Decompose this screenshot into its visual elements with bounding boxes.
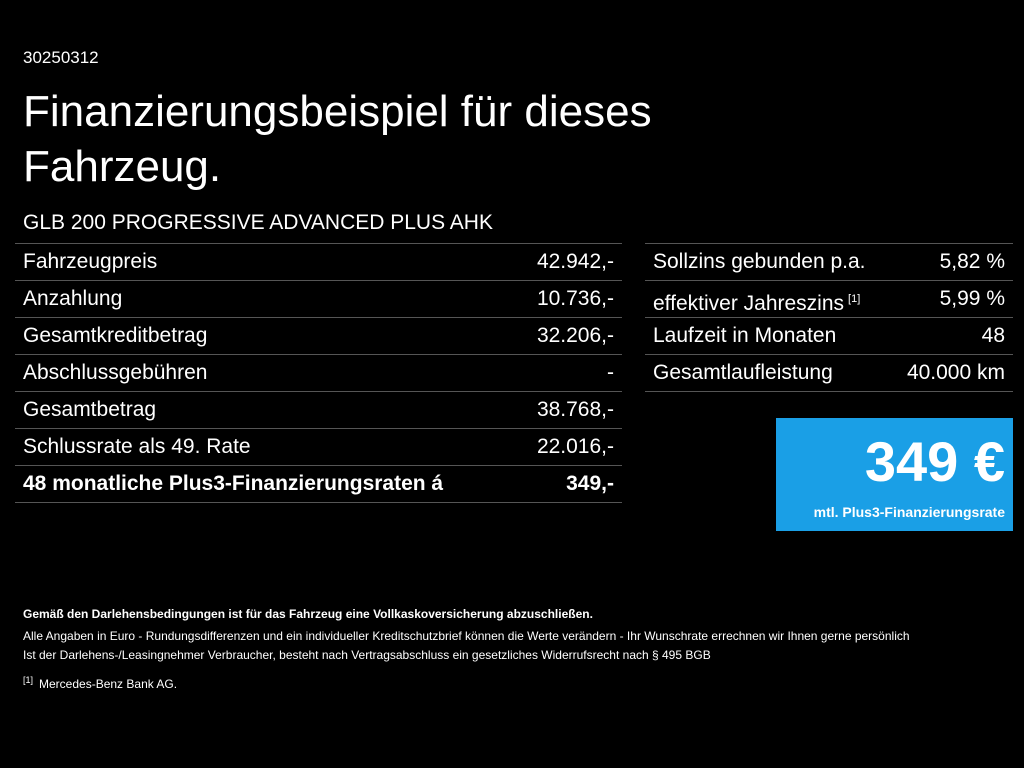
code: 30250312 xyxy=(23,48,99,67)
table-row: Laufzeit in Monaten 48 xyxy=(645,317,1013,354)
label-text: Gesamtlaufleistung xyxy=(653,361,833,384)
rate-amount: 349 € xyxy=(864,430,1005,493)
row-value: - xyxy=(607,361,614,384)
row-value: 48 xyxy=(981,324,1005,347)
label-text: Sollzins gebunden p.a. xyxy=(653,250,866,273)
footnote: [1] Mercedes-Benz Bank AG. xyxy=(23,671,910,694)
row-label: Gesamtkreditbetrag xyxy=(23,318,207,354)
row-value: 38.768,- xyxy=(536,398,614,421)
row-value: 32.206,- xyxy=(536,324,614,347)
left-table: Fahrzeugpreis 42.942,- Anzahlung 10.736,- Ge… xyxy=(15,243,622,503)
label-text: effektiver Jahreszins xyxy=(653,292,845,315)
table-row: effektiver Jahreszins [1] 5,99 % xyxy=(645,280,1013,317)
footer-line: Ist der Darlehens-/Leasingnehmer Verbrau… xyxy=(23,648,711,662)
row-label: Anzahlung xyxy=(23,281,122,317)
footer-line: Alle Angaben in Euro - Rundungsdifferenz… xyxy=(23,629,910,643)
table-row: Schlussrate als 49. Rate 22.016,- xyxy=(15,428,622,465)
row-label: 48 monatliche Plus3-Finanzierungsraten á xyxy=(23,466,443,502)
label-text: Schlussrate als 49. Rate xyxy=(23,435,251,458)
label-text: Fahrzeugpreis xyxy=(23,250,158,273)
row-label: Abschlussgebühren xyxy=(23,355,207,391)
row-value: 5,99 % xyxy=(939,287,1005,310)
footnote-text: Mercedes-Benz Bank AG. xyxy=(39,677,178,691)
label-text: Abschlussgebühren xyxy=(23,361,208,384)
row-label: Schlussrate als 49. Rate xyxy=(23,429,251,465)
table-row: Fahrzeugpreis 42.942,- xyxy=(15,243,622,280)
footer-bold: Gemäß den Darlehensbedingungen ist für d… xyxy=(23,607,593,621)
row-value: 10.736,- xyxy=(536,287,614,310)
row-value: 40.000 km xyxy=(906,361,1005,384)
row-label: Fahrzeugpreis xyxy=(23,244,157,280)
table-row: Abschlussgebühren - xyxy=(15,354,622,391)
table-row: 48 monatliche Plus3-Finanzierungsraten á… xyxy=(15,465,622,503)
label-text: Gesamtbetrag xyxy=(23,398,157,421)
table-row: Sollzins gebunden p.a. 5,82 % xyxy=(645,243,1013,280)
footer: Gemäß den Darlehensbedingungen ist für d… xyxy=(23,605,910,694)
table-row: Gesamtkreditbetrag 32.206,- xyxy=(15,317,622,354)
row-label: Laufzeit in Monaten xyxy=(653,318,836,354)
row-value: 22.016,- xyxy=(536,435,614,458)
row-value: 349,- xyxy=(566,472,614,495)
footnote-marker: [1] xyxy=(23,675,34,685)
table-row: Gesamtlaufleistung 40.000 km xyxy=(645,354,1013,392)
label-text: Gesamtkreditbetrag xyxy=(23,324,208,347)
row-value: 42.942,- xyxy=(536,250,614,273)
model: GLB 200 PROGRESSIVE ADVANCED PLUS AHK xyxy=(23,211,493,234)
rate-caption: mtl. Plus3-Finanzierungsrate xyxy=(813,504,1005,520)
rate-box: 349 € mtl. Plus3-Finanzierungsrate xyxy=(776,418,1013,531)
row-value: 5,82 % xyxy=(939,250,1005,273)
row-label: Sollzins gebunden p.a. xyxy=(653,244,866,280)
table-row: Gesamtbetrag 38.768,- xyxy=(15,391,622,428)
right-table: Sollzins gebunden p.a. 5,82 % effektiver J… xyxy=(645,243,1013,392)
label-text: 48 monatliche Plus3-Finanzierungsraten á xyxy=(23,472,444,495)
table-row: Anzahlung 10.736,- xyxy=(15,280,622,317)
note-marker: [1] xyxy=(848,293,861,305)
label-text: Laufzeit in Monaten xyxy=(653,324,837,347)
row-label: effektiver Jahreszins [1] xyxy=(653,281,860,322)
label-text: Anzahlung xyxy=(23,287,123,310)
title: Finanzierungsbeispiel für dieses Fahrzeu… xyxy=(23,87,652,191)
row-label: Gesamtlaufleistung xyxy=(653,355,833,391)
row-label: Gesamtbetrag xyxy=(23,392,156,428)
